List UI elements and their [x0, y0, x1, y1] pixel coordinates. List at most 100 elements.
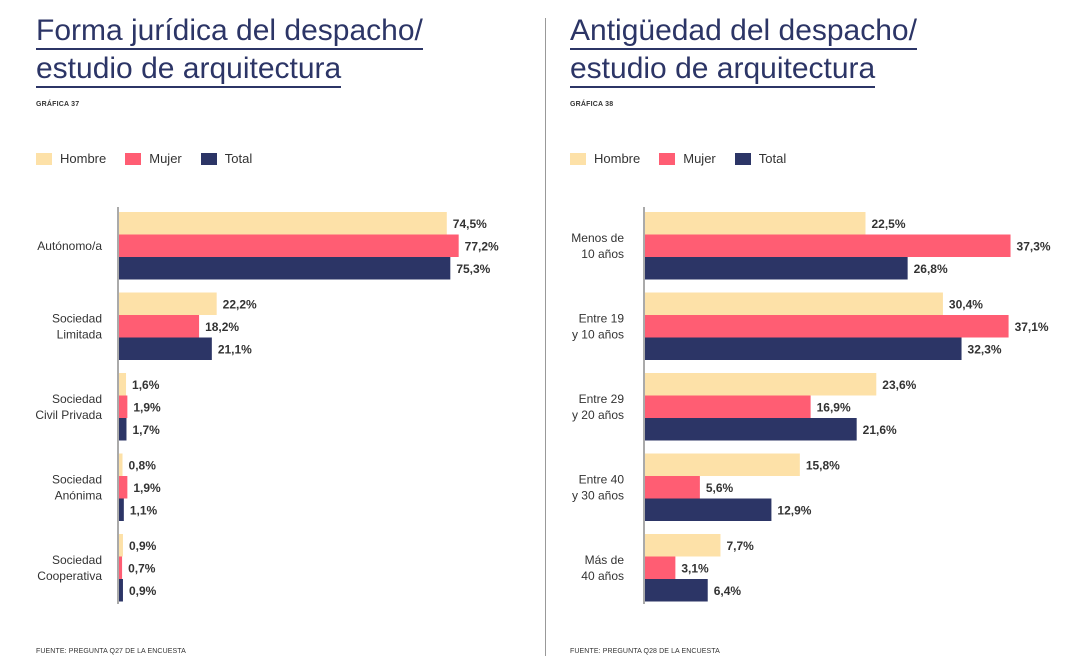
category-label: Anónima — [55, 488, 103, 502]
bar-total — [119, 579, 123, 602]
category-label: Entre 29 — [579, 392, 625, 406]
source-note: FUENTE: PREGUNTA Q27 DE LA ENCUESTA — [36, 648, 186, 655]
legend-item-hombre: Hombre — [36, 151, 106, 166]
data-label-total: 21,6% — [863, 423, 897, 437]
category-label: Entre 40 — [579, 472, 625, 486]
data-label-hombre: 1,6% — [132, 378, 160, 392]
bar-total — [645, 257, 908, 280]
legend-item-mujer: Mujer — [125, 151, 182, 166]
bar-total — [645, 579, 708, 602]
data-label-total: 26,8% — [914, 262, 948, 276]
data-label-mujer: 77,2% — [465, 239, 499, 253]
data-label-total: 12,9% — [777, 503, 811, 517]
bar-mujer — [645, 395, 811, 418]
legend-label-hombre: Hombre — [594, 151, 641, 166]
panel-divider — [545, 18, 546, 656]
bar-total — [645, 418, 857, 441]
category-label: Civil Privada — [35, 408, 102, 422]
data-label-hombre: 30,4% — [949, 297, 983, 311]
data-label-total: 0,9% — [129, 584, 157, 598]
legend-swatch-mujer — [659, 152, 676, 165]
data-label-mujer: 3,1% — [681, 561, 709, 575]
legend-item-mujer: Mujer — [659, 151, 716, 166]
bar-total — [119, 418, 127, 441]
data-label-mujer: 37,3% — [1017, 239, 1051, 253]
bar-hombre — [645, 292, 943, 315]
category-label: y 20 años — [572, 408, 624, 422]
category-label: Entre 19 — [579, 311, 625, 325]
bar-hombre — [119, 212, 447, 235]
data-label-total: 1,7% — [132, 423, 160, 437]
bar-total — [645, 337, 962, 360]
data-label-hombre: 0,8% — [129, 458, 157, 472]
bar-mujer — [119, 315, 200, 338]
bar-mujer — [119, 556, 123, 579]
legend-item-total: Total — [200, 151, 253, 166]
data-label-mujer: 18,2% — [205, 320, 239, 334]
data-label-total: 75,3% — [456, 262, 490, 276]
data-label-total: 21,1% — [218, 342, 252, 356]
legend-label-mujer: Mujer — [149, 151, 182, 166]
bar-mujer — [119, 234, 459, 257]
bar-mujer — [645, 315, 1009, 338]
data-label-hombre: 74,5% — [453, 217, 487, 231]
chart-title-line2: estudio de arquitectura — [570, 52, 876, 88]
bar-hombre — [119, 373, 127, 396]
category-label: Sociedad — [52, 553, 102, 567]
category-label: Sociedad — [52, 392, 102, 406]
category-label: 40 años — [581, 569, 624, 583]
legend-swatch-mujer — [125, 152, 142, 165]
bar-hombre — [119, 534, 123, 557]
category-label: Cooperativa — [37, 569, 102, 583]
data-label-mujer: 37,1% — [1015, 320, 1049, 334]
bar-mujer — [645, 234, 1011, 257]
bar-hombre — [119, 453, 123, 476]
graph-number: GRÁFICA 37 — [36, 101, 80, 108]
category-label: Autónomo/a — [37, 239, 102, 253]
bar-mujer — [645, 476, 700, 499]
bar-total — [119, 257, 451, 280]
bar-hombre — [645, 373, 877, 396]
chart-panel-legal-form: Forma jurídica del despacho/ estudio de … — [35, 14, 499, 655]
data-label-mujer: 0,7% — [128, 561, 156, 575]
data-label-hombre: 7,7% — [726, 539, 754, 553]
bar-hombre — [645, 453, 800, 476]
data-label-mujer: 16,9% — [817, 400, 851, 414]
legend-item-hombre: Hombre — [570, 151, 640, 166]
chart-title-line2: estudio de arquitectura — [36, 52, 342, 88]
bar-hombre — [645, 534, 721, 557]
bar-hombre — [645, 212, 866, 235]
legend-label-total: Total — [758, 151, 787, 166]
legend-swatch-hombre — [570, 152, 586, 165]
category-label: y 30 años — [572, 488, 624, 502]
category-label: Sociedad — [52, 311, 102, 325]
source-note: FUENTE: PREGUNTA Q28 DE LA ENCUESTA — [570, 648, 720, 655]
data-label-total: 32,3% — [968, 342, 1002, 356]
bar-mujer — [119, 476, 128, 499]
graph-number: GRÁFICA 38 — [570, 101, 614, 108]
bar-total — [645, 498, 772, 521]
legend-swatch-hombre — [36, 152, 52, 165]
bar-chart-legal-form: Autónomo/a 74,5% 77,2% 75,3% Sociedad Limitad… — [35, 207, 499, 604]
category-label: Más de — [585, 553, 625, 567]
legend-label-total: Total — [224, 151, 253, 166]
data-label-hombre: 22,5% — [872, 217, 906, 231]
data-label-hombre: 0,9% — [129, 539, 157, 553]
bar-total — [119, 337, 212, 360]
chart-title: Antigüedad del despacho/ estudio de arqu… — [570, 12, 917, 88]
legend: Hombre Mujer Total — [570, 151, 805, 166]
bar-hombre — [119, 292, 217, 315]
category-label: Limitada — [57, 327, 103, 341]
category-label: y 10 años — [572, 327, 624, 341]
legend-label-hombre: Hombre — [60, 151, 107, 166]
data-label-mujer: 1,9% — [133, 481, 161, 495]
legend-swatch-total — [200, 152, 217, 165]
legend: Hombre Mujer Total — [36, 151, 271, 166]
category-label: 10 años — [581, 247, 624, 261]
bar-mujer — [119, 395, 128, 418]
bar-mujer — [645, 556, 676, 579]
data-label-mujer: 1,9% — [133, 400, 161, 414]
data-label-total: 1,1% — [130, 503, 158, 517]
